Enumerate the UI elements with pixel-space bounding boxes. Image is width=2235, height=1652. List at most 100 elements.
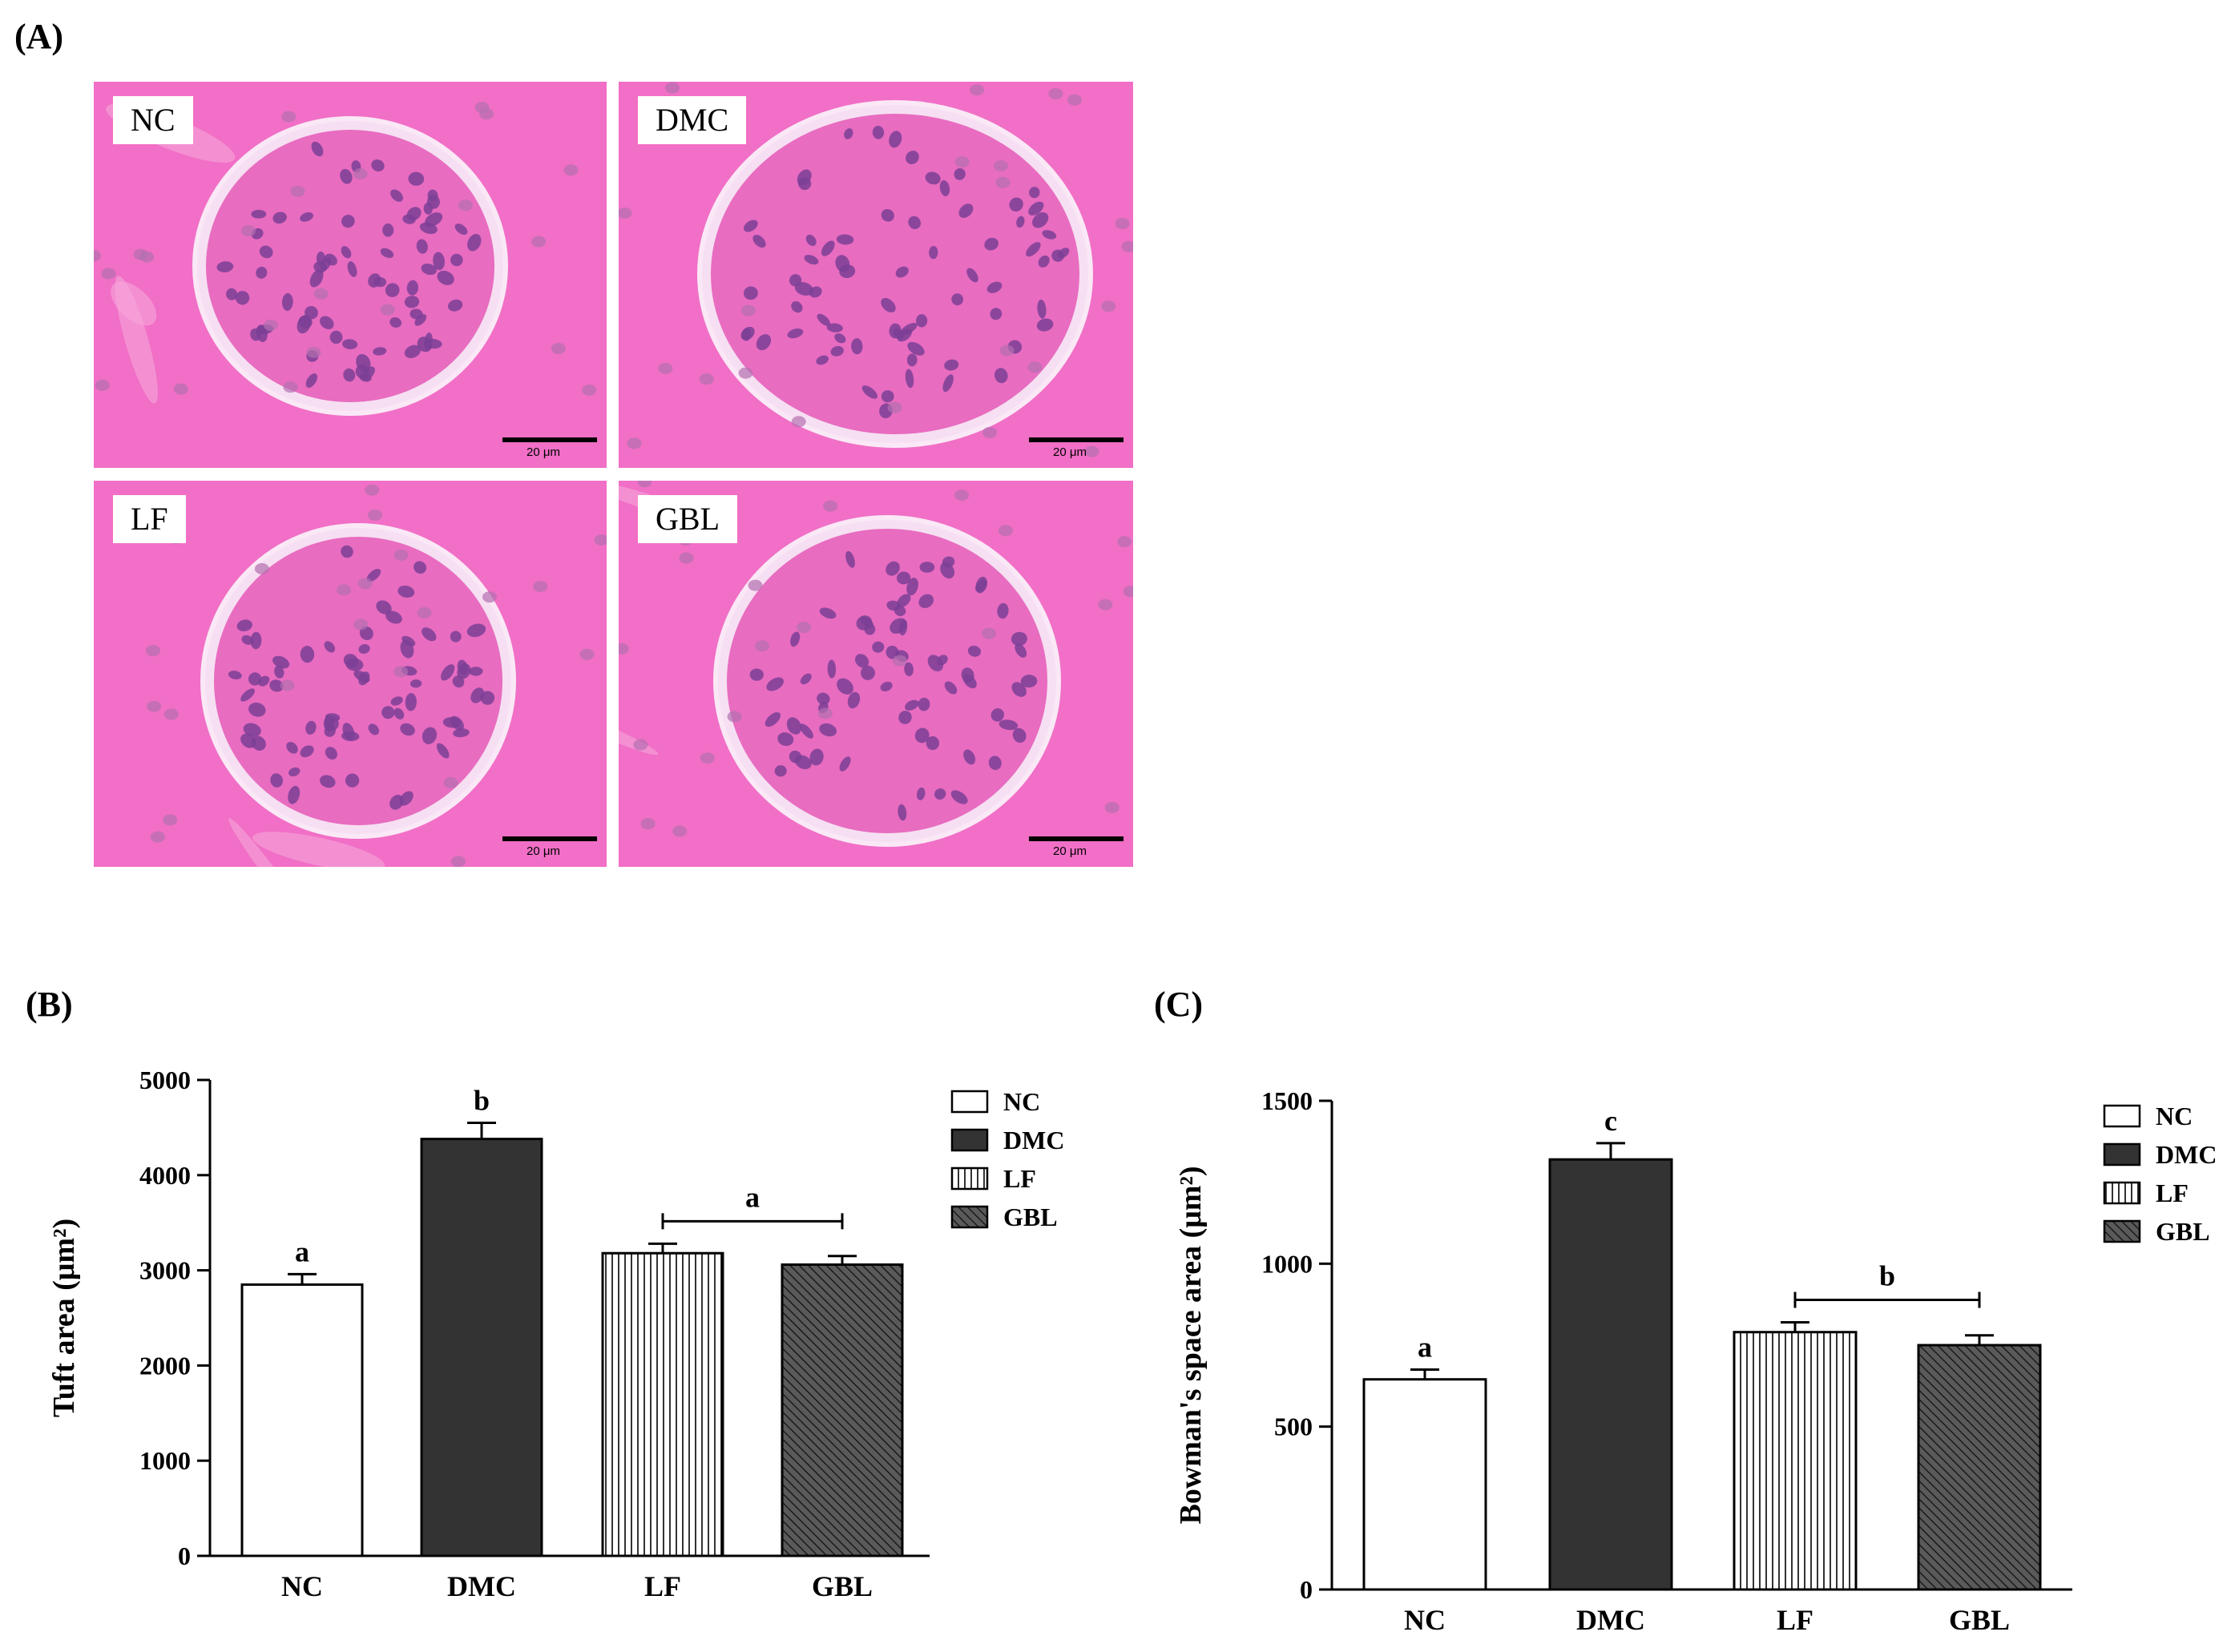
nucleus [906, 578, 918, 596]
legend-swatch [2103, 1219, 2141, 1243]
tubular-nucleus [679, 552, 694, 564]
nucleus [836, 234, 854, 245]
nucleus [419, 222, 438, 235]
bracket-letter: a [745, 1181, 760, 1213]
tubular-nucleus [95, 379, 110, 391]
nucleus [786, 717, 802, 735]
tubular-nucleus [254, 562, 269, 574]
nucleus [880, 681, 893, 692]
nucleus [341, 246, 352, 259]
tubular-nucleus [357, 578, 373, 590]
y-tick-label: 1000 [139, 1446, 191, 1475]
nucleus [1011, 682, 1027, 697]
nucleus [889, 323, 902, 339]
nucleus [990, 708, 1004, 722]
nucleus [390, 696, 403, 706]
tubular-nucleus [1027, 361, 1043, 373]
nucleus [270, 773, 284, 788]
nucleus [402, 214, 416, 224]
nucleus [787, 328, 804, 339]
tubular-nucleus [1115, 217, 1130, 229]
nucleus [896, 571, 911, 585]
nucleus [897, 594, 911, 607]
tubular-nucleus [982, 426, 998, 438]
tubular-nucleus [133, 248, 148, 260]
tubular-nucleus [823, 500, 838, 512]
nucleus [358, 671, 370, 686]
tubular-nucleus [443, 776, 458, 788]
legend-label: LF [2156, 1179, 2189, 1207]
scale-text-lf: 20 μm [526, 844, 560, 858]
nucleus [967, 645, 982, 657]
nucleus [389, 317, 402, 328]
nucleus [889, 131, 902, 148]
nucleus [361, 366, 375, 381]
y-tick-label: 4000 [139, 1161, 191, 1190]
nucleus [297, 315, 312, 334]
nucleus [1032, 212, 1049, 228]
tubular-nucleus [290, 185, 305, 197]
significance-letter: a [295, 1235, 309, 1267]
nucleus [777, 732, 794, 747]
micrograph-gbl: GBL 20 μm [619, 481, 1133, 867]
tubular-nucleus [1123, 586, 1133, 598]
nucleus [324, 715, 334, 732]
micrograph-gbl-image [619, 481, 1133, 867]
nucleus [830, 345, 844, 357]
legend-swatch [950, 1166, 989, 1191]
y-tick-label: 3000 [139, 1256, 191, 1285]
nucleus [914, 727, 930, 743]
nucleus [259, 245, 273, 259]
nucleus [341, 545, 353, 558]
tubular-nucleus [1048, 88, 1063, 100]
bowman-space-chart: 0 500 1000 1500 Bowman's space area (μm²) NC a… [1174, 1086, 2217, 1636]
nucleus [228, 671, 242, 680]
tubular-nucleus [281, 111, 297, 123]
nucleus [329, 330, 343, 345]
micrograph-nc: NC 20 μm [94, 82, 607, 468]
nucleus [752, 235, 766, 248]
bracket-letter: b [1879, 1260, 1895, 1292]
nucleus [466, 623, 486, 638]
x-tick-label: NC [1404, 1604, 1446, 1636]
nucleus [309, 269, 324, 288]
nucleus [441, 664, 455, 681]
nucleus [872, 641, 885, 653]
nucleus [401, 635, 416, 647]
nucleus [954, 167, 966, 180]
tubular-nucleus [380, 304, 395, 316]
nucleus [881, 390, 894, 403]
nucleus [236, 619, 252, 632]
nucleus [448, 299, 463, 312]
nucleus [937, 655, 948, 666]
nucleus [325, 747, 337, 760]
nucleus [837, 678, 853, 695]
nucleus [288, 767, 301, 777]
nucleus [1026, 242, 1041, 257]
nucleus [926, 735, 940, 751]
nucleus [944, 359, 959, 371]
nucleus [764, 712, 781, 727]
nucleus [942, 374, 954, 393]
tubular-nucleus [993, 160, 1008, 172]
tubular-nucleus [755, 640, 770, 652]
nucleus [408, 171, 425, 186]
nucleus [749, 668, 764, 681]
nucleus [414, 314, 427, 326]
tubular-nucleus [150, 831, 165, 843]
nucleus [1020, 675, 1038, 688]
nucleus [990, 308, 1003, 320]
tubular-nucleus [393, 549, 409, 561]
tubular-nucleus [163, 708, 179, 720]
x-tick-label: LF [644, 1570, 681, 1602]
legend-label: DMC [1003, 1126, 1064, 1154]
nucleus [436, 743, 450, 759]
nucleus [324, 641, 336, 653]
x-tick-label: GBL [1949, 1604, 2010, 1636]
nucleus [368, 723, 380, 735]
panel-c-letter: (C) [1154, 985, 1204, 1024]
nucleus [248, 672, 262, 686]
nucleus [908, 216, 922, 230]
bar-gbl [781, 1263, 904, 1557]
tubular-nucleus [458, 199, 473, 212]
